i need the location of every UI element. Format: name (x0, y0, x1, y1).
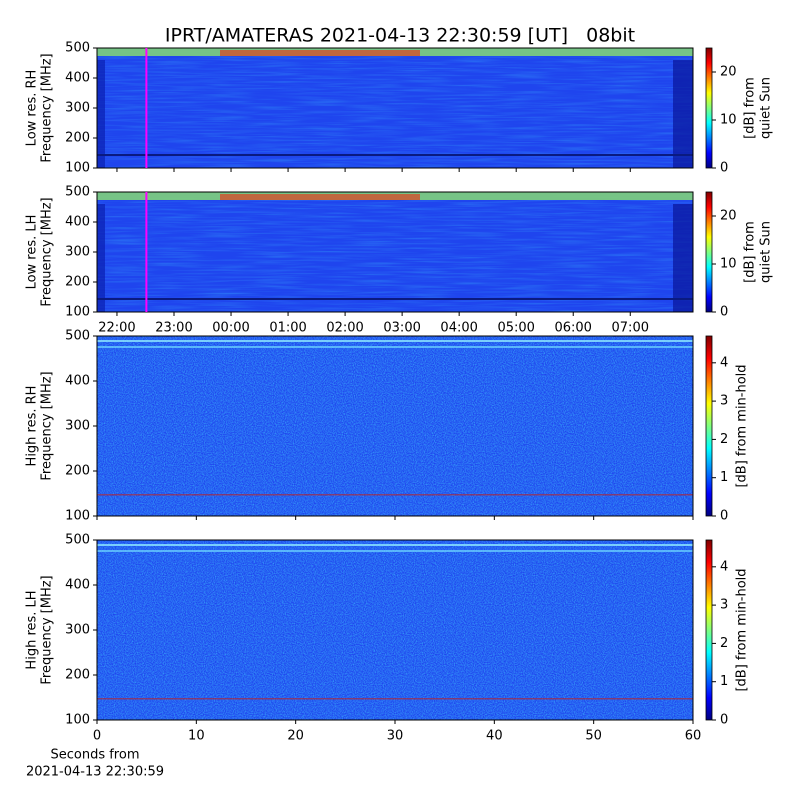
y-tick-label: 100 (65, 713, 90, 728)
colorbar (705, 191, 713, 313)
colorbar-tick-label: 10 (720, 257, 737, 272)
x-tick-label: 0 (93, 729, 101, 744)
y-axis-label: High res. LH (25, 590, 40, 669)
y-axis-label: Frequency [MHz] (40, 575, 55, 684)
y-tick-label: 500 (65, 185, 90, 200)
y-tick-label: 200 (65, 131, 90, 146)
y-tick-label: 400 (65, 374, 90, 389)
colorbar-tick-label: 2 (720, 636, 728, 651)
y-tick-label: 200 (65, 275, 90, 290)
y-tick-label: 400 (65, 578, 90, 593)
colorbar-label: [dB] from min-hold (735, 364, 750, 487)
y-axis-label: High res. RH (25, 386, 40, 467)
spectrogram-band (220, 50, 420, 56)
colorbar-tick-label: 4 (720, 355, 728, 370)
spectrogram-texture (97, 48, 693, 168)
x-tick-label: 60 (685, 729, 702, 744)
x-tick-label: 06:00 (554, 321, 591, 336)
colorbar-label: quiet Sun (759, 221, 774, 283)
x-tick-label: 00:00 (212, 321, 249, 336)
x-tick-label: 03:00 (383, 321, 420, 336)
colorbar-tick-label: 0 (720, 161, 728, 176)
y-tick-label: 100 (65, 305, 90, 320)
spectrogram-texture (97, 540, 693, 720)
x-tick-label: 40 (486, 729, 503, 744)
x-axis-label: Seconds from (50, 748, 139, 763)
colorbar-label: [dB] from min-hold (735, 568, 750, 691)
colorbar-label: quiet Sun (759, 77, 774, 139)
y-axis-label: Frequency [MHz] (40, 371, 55, 480)
x-axis-label: 2021-04-13 22:30:59 (26, 765, 164, 780)
colorbar-tick-label: 1 (720, 674, 728, 689)
y-tick-label: 100 (65, 161, 90, 176)
spectrogram-line (97, 494, 693, 496)
colorbar-tick-label: 1 (720, 470, 728, 485)
y-axis-label: Low res. RH (25, 70, 40, 147)
y-tick-label: 100 (65, 509, 90, 524)
y-tick-label: 200 (65, 668, 90, 683)
spectrogram-edge (97, 204, 105, 312)
colorbar-tick-label: 0 (720, 713, 728, 728)
x-tick-label: 30 (387, 729, 404, 744)
y-tick-label: 400 (65, 71, 90, 86)
y-tick-label: 300 (65, 245, 90, 260)
spectrogram-line (97, 346, 693, 348)
spectrogram-edge (97, 60, 105, 168)
colorbar (705, 539, 713, 721)
y-tick-label: 500 (65, 329, 90, 344)
spectrogram-line (97, 550, 693, 552)
colorbar-tick-label: 3 (720, 394, 728, 409)
y-tick-label: 200 (65, 464, 90, 479)
y-tick-label: 500 (65, 533, 90, 548)
spectrogram-texture (97, 336, 693, 516)
spectrogram-edge (673, 60, 693, 168)
x-tick-label: 23:00 (155, 321, 192, 336)
spectrogram-line (97, 298, 693, 300)
x-tick-label: 10 (188, 729, 205, 744)
spectrogram-line (97, 698, 693, 700)
y-tick-label: 300 (65, 419, 90, 434)
chart-title: IPRT/AMATERAS 2021-04-13 22:30:59 [UT] 0… (165, 25, 635, 47)
x-tick-label: 04:00 (440, 321, 477, 336)
x-tick-label: 22:00 (98, 321, 135, 336)
x-tick-label: 07:00 (612, 321, 649, 336)
spectrogram-band (220, 194, 420, 200)
colorbar-label: [dB] from (743, 77, 758, 139)
colorbar-tick-label: 10 (720, 113, 737, 128)
colorbar-tick-label: 0 (720, 509, 728, 524)
colorbar-label: [dB] from (743, 221, 758, 283)
spectrogram-line (97, 340, 693, 342)
colorbar-tick-label: 20 (720, 209, 737, 224)
y-tick-label: 300 (65, 623, 90, 638)
colorbar-tick-label: 4 (720, 559, 728, 574)
colorbar-tick-label: 3 (720, 598, 728, 613)
spectrogram-texture (97, 192, 693, 312)
x-tick-label: 01:00 (269, 321, 306, 336)
x-tick-label: 05:00 (497, 321, 534, 336)
y-axis-label: Frequency [MHz] (40, 53, 55, 162)
y-tick-label: 500 (65, 41, 90, 56)
spectrogram-line (97, 544, 693, 546)
x-tick-label: 50 (585, 729, 602, 744)
spectrogram-line (97, 154, 693, 156)
colorbar-tick-label: 0 (720, 305, 728, 320)
y-tick-label: 400 (65, 215, 90, 230)
y-tick-label: 300 (65, 101, 90, 116)
spectrogram-edge (673, 204, 693, 312)
y-axis-label: Frequency [MHz] (40, 197, 55, 306)
colorbar (705, 335, 713, 517)
y-axis-label: Low res. LH (25, 215, 40, 290)
colorbar (705, 47, 713, 169)
colorbar-tick-label: 20 (720, 65, 737, 80)
colorbar-tick-label: 2 (720, 432, 728, 447)
x-tick-label: 20 (287, 729, 304, 744)
x-tick-label: 02:00 (326, 321, 363, 336)
